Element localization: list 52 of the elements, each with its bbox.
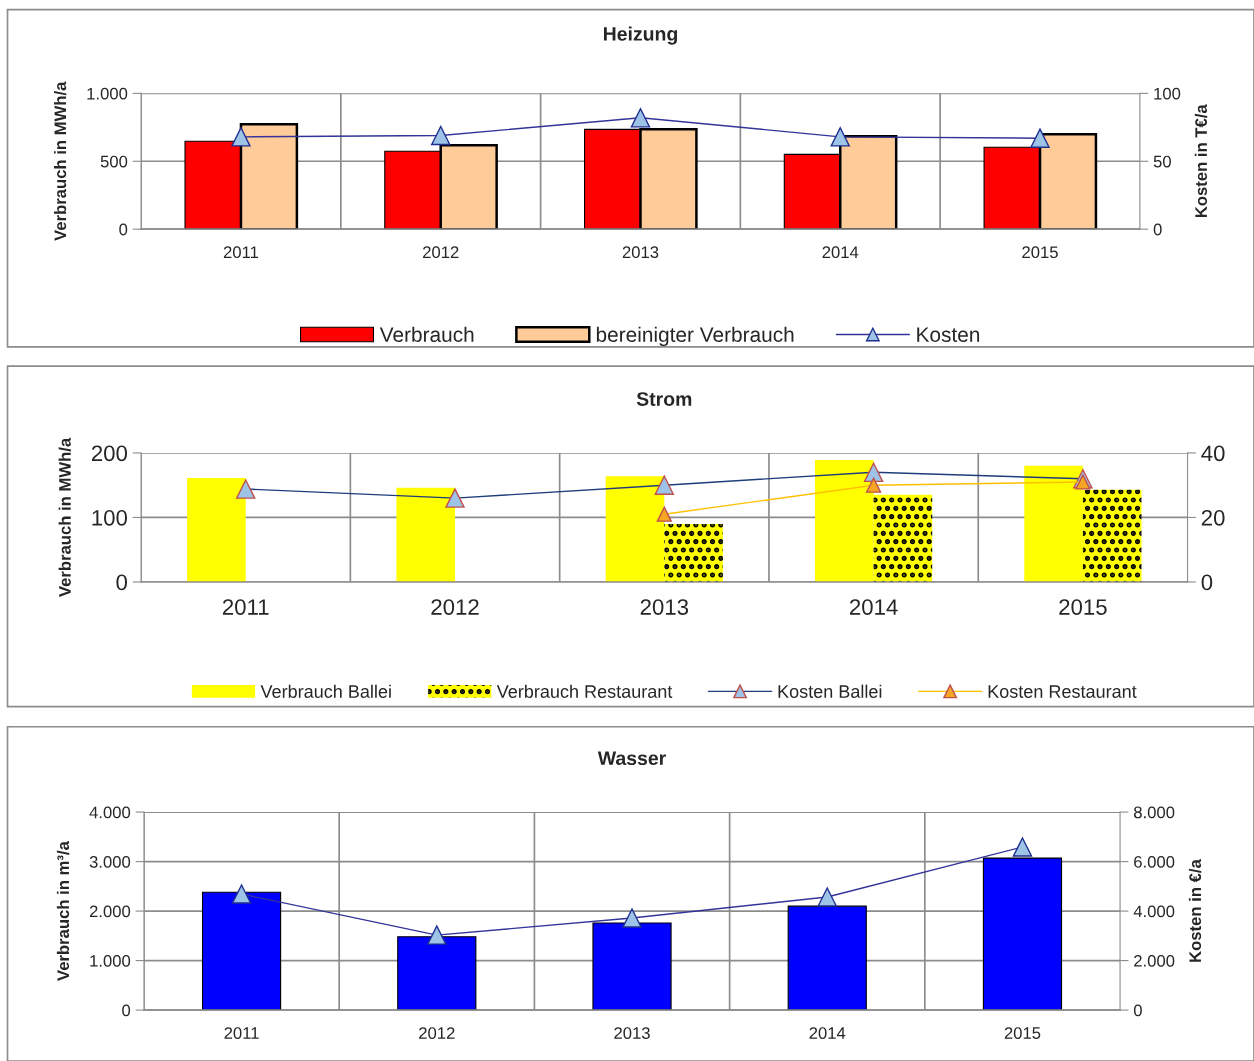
legend-label: Kosten	[917, 327, 980, 342]
x-tick-label: 2012	[431, 599, 479, 615]
y-tick-label: 0	[119, 223, 128, 236]
y2-tick-label: 8.000	[1133, 806, 1175, 819]
x-tick-label: 2015	[1022, 246, 1058, 259]
y-tick-label: 0	[122, 1004, 131, 1017]
x-tick-label: 2012	[423, 246, 459, 259]
legend-label: Verbrauch Restaurant	[496, 684, 673, 698]
y-tick-label: 2.000	[89, 905, 131, 918]
y-axis-title: Verbrauch in m³/a	[56, 841, 70, 981]
x-tick-label: 2014	[809, 1027, 846, 1039]
y2-tick-label: 6.000	[1134, 855, 1175, 868]
y2-tick-label: 0	[1153, 223, 1162, 236]
y-tick-label: 200	[91, 445, 128, 462]
chart-title: Heizung	[603, 26, 677, 45]
y-axis-title: Verbrauch in MWh/a	[58, 437, 72, 597]
x-tick-label: 2013	[640, 599, 689, 615]
x-tick-label: 2015	[1004, 1027, 1041, 1039]
x-tick-label: 2013	[614, 1027, 650, 1039]
y2-tick-label: 20	[1201, 509, 1225, 526]
y-tick-label: 0	[116, 574, 128, 591]
x-tick-label: 2014	[822, 246, 859, 259]
legend-label: Kosten Ballei	[778, 684, 882, 698]
x-tick-label: 2011	[223, 246, 259, 259]
chart-title: Wasser	[597, 751, 666, 766]
x-tick-label: 2011	[222, 599, 269, 615]
y2-tick-label: 0	[1201, 574, 1213, 591]
y2-axis-title: Kosten in €/a	[1188, 859, 1202, 962]
x-tick-label: 2012	[419, 1027, 455, 1039]
legend-label: bereinigter Verbrauch	[596, 326, 794, 347]
y2-tick-label: 4.000	[1133, 905, 1175, 918]
y-axis-title: Verbrauch in MWh/a	[53, 81, 67, 241]
y2-tick-label: 100	[1154, 87, 1181, 100]
x-tick-label: 2014	[850, 599, 898, 615]
y-tick-label: 1.000	[90, 954, 131, 967]
y2-tick-label: 2.000	[1134, 954, 1175, 967]
legend-label: Verbrauch	[379, 326, 474, 342]
y-tick-label: 500	[100, 155, 128, 168]
y-tick-label: 3.000	[89, 855, 131, 868]
x-tick-label: 2011	[224, 1027, 259, 1039]
x-tick-label: 2013	[622, 246, 659, 259]
y-tick-label: 100	[92, 509, 128, 526]
y2-tick-label: 40	[1201, 445, 1225, 462]
y-tick-label: 1.000	[87, 87, 128, 100]
legend-label: Verbrauch Ballei	[260, 684, 391, 698]
y2-tick-label: 0	[1133, 1004, 1142, 1017]
y-tick-label: 4.000	[89, 806, 131, 819]
y2-tick-label: 50	[1153, 155, 1171, 168]
y2-axis-title: Kosten in T€/a	[1194, 104, 1208, 218]
legend-label: Kosten Restaurant	[988, 685, 1137, 698]
x-tick-label: 2015	[1059, 599, 1107, 615]
chart-title: Strom	[636, 392, 692, 406]
